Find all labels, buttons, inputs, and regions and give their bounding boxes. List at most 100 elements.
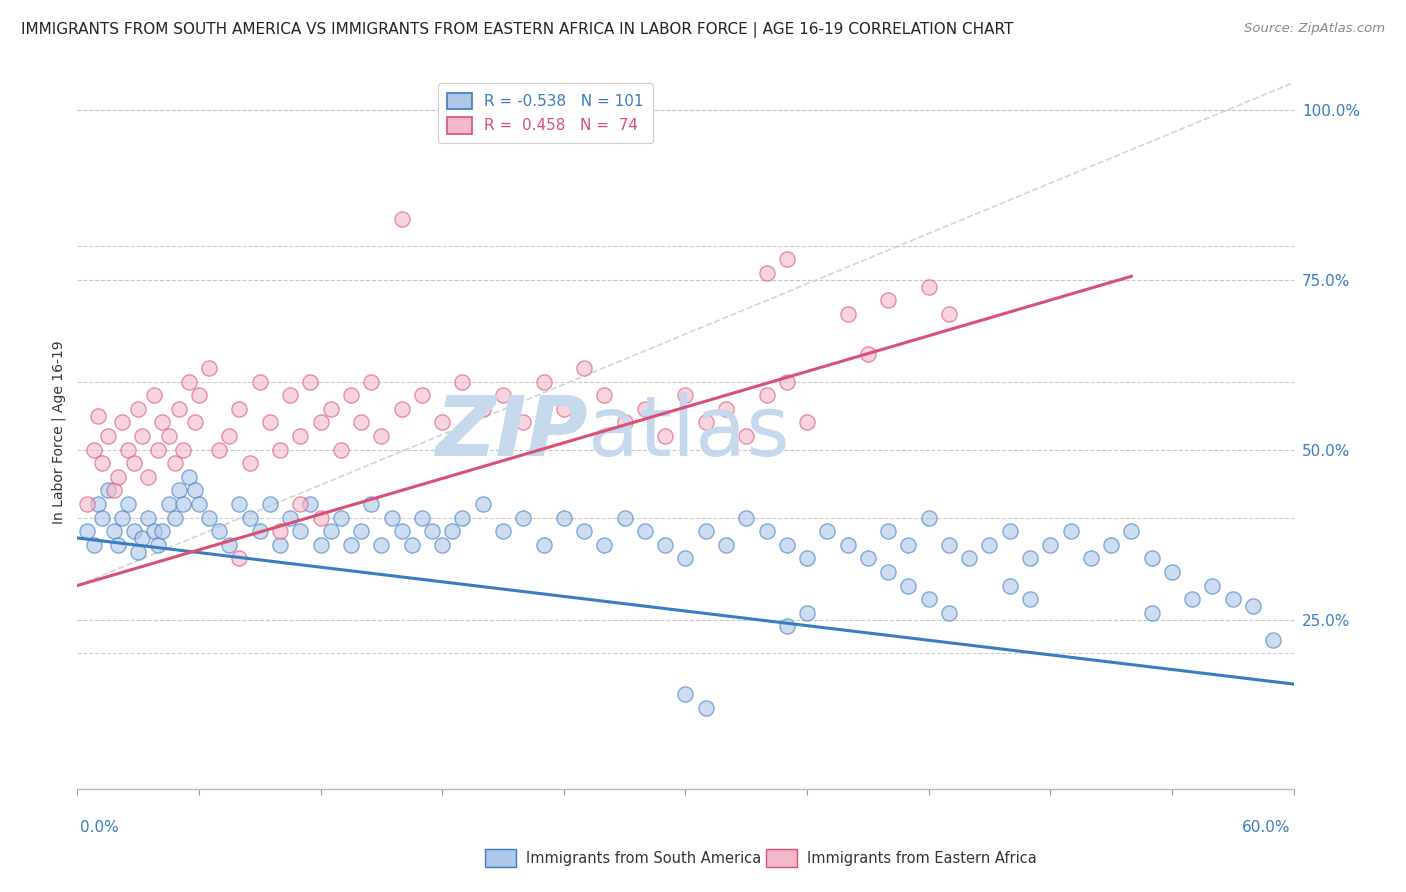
Point	[329, 510, 352, 524]
Point	[76, 497, 98, 511]
Point	[1263, 632, 1285, 647]
Point	[143, 388, 166, 402]
Point	[1241, 599, 1264, 613]
Point	[76, 524, 98, 538]
Point	[1121, 524, 1143, 538]
Point	[675, 551, 697, 566]
Point	[755, 266, 778, 280]
Point	[90, 456, 112, 470]
Point	[208, 524, 231, 538]
Point	[533, 538, 555, 552]
Point	[360, 497, 382, 511]
Point	[877, 293, 900, 307]
Point	[1140, 551, 1163, 566]
Point	[340, 388, 363, 402]
Point	[127, 401, 149, 416]
Point	[148, 442, 170, 457]
Point	[411, 510, 433, 524]
Point	[432, 416, 454, 430]
Point	[451, 375, 474, 389]
Point	[177, 375, 200, 389]
Point	[127, 544, 149, 558]
Point	[269, 442, 291, 457]
Point	[918, 592, 941, 607]
Point	[163, 510, 186, 524]
Point	[897, 578, 920, 592]
Point	[319, 401, 342, 416]
Point	[1080, 551, 1102, 566]
Point	[1201, 578, 1223, 592]
Point	[103, 483, 125, 498]
Point	[299, 497, 322, 511]
Point	[83, 538, 105, 552]
Point	[856, 551, 879, 566]
Point	[613, 416, 636, 430]
Text: Immigrants from South America: Immigrants from South America	[526, 851, 761, 865]
Point	[735, 510, 758, 524]
Point	[492, 524, 515, 538]
Point	[259, 497, 281, 511]
Point	[1099, 538, 1122, 552]
Point	[553, 401, 575, 416]
Point	[1222, 592, 1244, 607]
Point	[432, 538, 454, 552]
Point	[131, 531, 153, 545]
Point	[877, 524, 900, 538]
Point	[837, 538, 859, 552]
Text: 60.0%: 60.0%	[1243, 821, 1291, 835]
Point	[675, 388, 697, 402]
Point	[998, 578, 1021, 592]
Point	[167, 401, 190, 416]
Point	[136, 510, 159, 524]
Point	[188, 388, 211, 402]
Point	[796, 606, 818, 620]
Point	[714, 538, 737, 552]
Point	[796, 551, 818, 566]
Point	[228, 401, 250, 416]
Point	[735, 429, 758, 443]
Point	[938, 307, 960, 321]
Point	[1181, 592, 1204, 607]
Point	[172, 497, 194, 511]
Point	[451, 510, 474, 524]
Point	[269, 538, 291, 552]
Point	[776, 252, 799, 267]
Point	[796, 416, 818, 430]
Point	[152, 416, 174, 430]
Point	[228, 551, 250, 566]
Point	[877, 565, 900, 579]
Point	[370, 429, 392, 443]
Point	[309, 538, 332, 552]
Point	[184, 416, 207, 430]
Point	[391, 401, 413, 416]
Point	[572, 524, 595, 538]
Point	[714, 401, 737, 416]
Point	[593, 538, 616, 552]
Point	[918, 279, 941, 293]
Point	[83, 442, 105, 457]
Point	[918, 510, 941, 524]
Point	[278, 510, 301, 524]
Point	[856, 347, 879, 361]
Point	[228, 497, 250, 511]
Point	[90, 510, 112, 524]
Point	[391, 211, 413, 226]
Point	[634, 401, 657, 416]
Point	[299, 375, 322, 389]
Legend: R = -0.538   N = 101, R =  0.458   N =  74: R = -0.538 N = 101, R = 0.458 N = 74	[439, 84, 652, 143]
Point	[107, 538, 129, 552]
Point	[172, 442, 194, 457]
Point	[111, 510, 134, 524]
Point	[471, 401, 494, 416]
Point	[401, 538, 423, 552]
Point	[1019, 592, 1042, 607]
Point	[97, 429, 120, 443]
Point	[938, 606, 960, 620]
Point	[553, 510, 575, 524]
Point	[613, 510, 636, 524]
Point	[290, 429, 312, 443]
Text: ZIP: ZIP	[436, 392, 588, 473]
Point	[634, 524, 657, 538]
Point	[319, 524, 342, 538]
Y-axis label: In Labor Force | Age 16-19: In Labor Force | Age 16-19	[52, 341, 66, 524]
